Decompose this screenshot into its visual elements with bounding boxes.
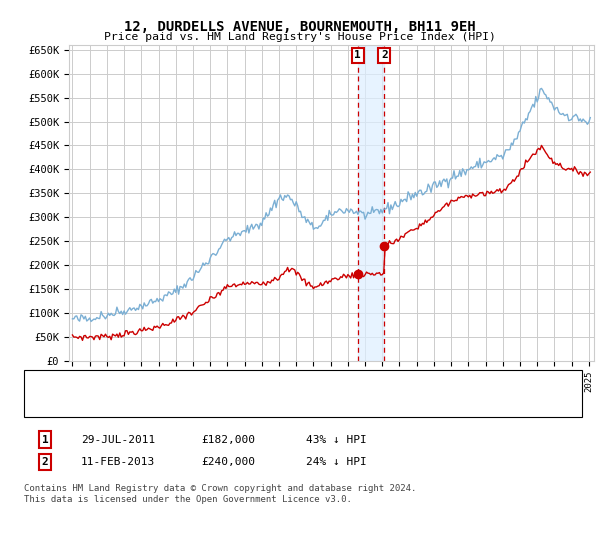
Text: 2: 2 (381, 50, 388, 60)
Text: 2: 2 (41, 457, 49, 467)
Text: Contains HM Land Registry data © Crown copyright and database right 2024.
This d: Contains HM Land Registry data © Crown c… (24, 484, 416, 504)
Text: £240,000: £240,000 (201, 457, 255, 467)
Text: Price paid vs. HM Land Registry's House Price Index (HPI): Price paid vs. HM Land Registry's House … (104, 32, 496, 43)
Bar (358, 45, 385, 361)
Text: HPI: Average price, detached house, Bournemouth Christchurch and Poole: HPI: Average price, detached house, Bour… (69, 400, 489, 410)
Text: 11-FEB-2013: 11-FEB-2013 (81, 457, 155, 467)
Text: 12, DURDELLS AVENUE, BOURNEMOUTH, BH11 9EH: 12, DURDELLS AVENUE, BOURNEMOUTH, BH11 9… (124, 20, 476, 34)
Text: £182,000: £182,000 (201, 435, 255, 445)
Text: 1: 1 (355, 50, 361, 60)
Text: 1: 1 (41, 435, 49, 445)
Text: 24% ↓ HPI: 24% ↓ HPI (306, 457, 367, 467)
Text: 29-JUL-2011: 29-JUL-2011 (81, 435, 155, 445)
Text: 43% ↓ HPI: 43% ↓ HPI (306, 435, 367, 445)
Text: 12, DURDELLS AVENUE, BOURNEMOUTH, BH11 9EH (detached house): 12, DURDELLS AVENUE, BOURNEMOUTH, BH11 9… (69, 378, 423, 388)
